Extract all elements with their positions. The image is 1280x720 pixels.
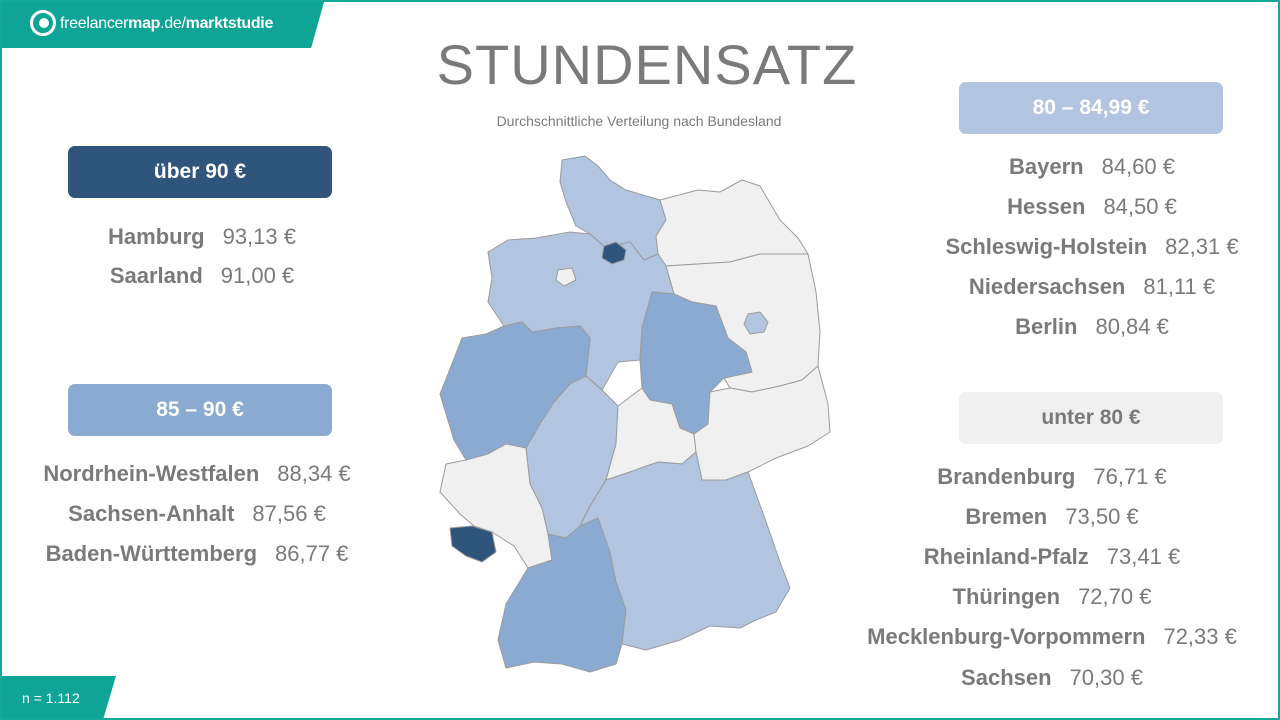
list-item: Nordrhein-Westfalen 88,34 €: [43, 461, 351, 486]
list-item: Mecklenburg-Vorpommern 72,33 €: [867, 624, 1237, 649]
list-item: Brandenburg 76,71 €: [937, 464, 1167, 489]
sample-size-badge: n = 1.112: [2, 676, 116, 718]
list-item: Rheinland-Pfalz 73,41 €: [923, 544, 1181, 569]
germany-map: [439, 155, 831, 673]
list-item: Sachsen 70,30 €: [961, 665, 1143, 690]
category-85-90: 85 – 90 €: [68, 384, 332, 436]
list-item: Baden-Württemberg 86,77 €: [45, 541, 349, 566]
list-item: Sachsen-Anhalt 87,56 €: [68, 501, 326, 526]
category-under-80: unter 80 €: [959, 392, 1223, 444]
brand-header[interactable]: freelancermap.de/marktstudie: [2, 2, 324, 48]
category-over-90: über 90 €: [68, 146, 332, 198]
list-item: Hessen 84,50 €: [1007, 194, 1177, 219]
list-item: Schleswig-Holstein 82,31 €: [945, 234, 1239, 259]
list-item: Bayern 84,60 €: [1009, 154, 1175, 179]
category-80-85: 80 – 84,99 €: [959, 82, 1223, 134]
page-subtitle: Durchschnittliche Verteilung nach Bundes…: [496, 113, 782, 129]
list-item: Berlin 80,84 €: [1015, 314, 1169, 339]
state-berlin: [743, 311, 769, 335]
state-mecklenburg-vorpommern: [655, 179, 809, 267]
state-saarland: [449, 525, 497, 563]
state-bayern: [579, 451, 791, 651]
list-item: Thüringen 72,70 €: [952, 584, 1152, 609]
list-item: Saarland 91,00 €: [109, 263, 295, 288]
page-title: STUNDENSATZ: [436, 33, 858, 96]
state-bremen: [555, 267, 577, 287]
state-hamburg: [601, 241, 627, 265]
list-item: Bremen 73,50 €: [965, 504, 1139, 529]
freelancermap-logo-icon: [30, 10, 56, 36]
list-item: Niedersachsen 81,11 €: [968, 274, 1216, 299]
list-item: Hamburg 93,13 €: [108, 224, 296, 249]
brand-text: freelancermap.de/marktstudie: [60, 15, 274, 32]
